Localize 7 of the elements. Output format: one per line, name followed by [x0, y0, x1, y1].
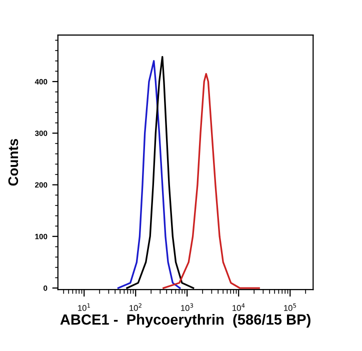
x-tick-label: 10$^{4}$	[232, 303, 245, 311]
x-tick-label: 10$^{1}$	[78, 303, 90, 311]
x-tick-label: 10$^{5}$	[284, 303, 296, 311]
x-axis-title: ABCE1 - Phycoerythrin (586/15 BP)	[60, 314, 310, 328]
x-tick-label: 10$^{3}$	[181, 303, 194, 311]
y-axis-title: Counts	[8, 138, 18, 186]
x-tick-label: 10$^{2}$	[130, 303, 142, 311]
